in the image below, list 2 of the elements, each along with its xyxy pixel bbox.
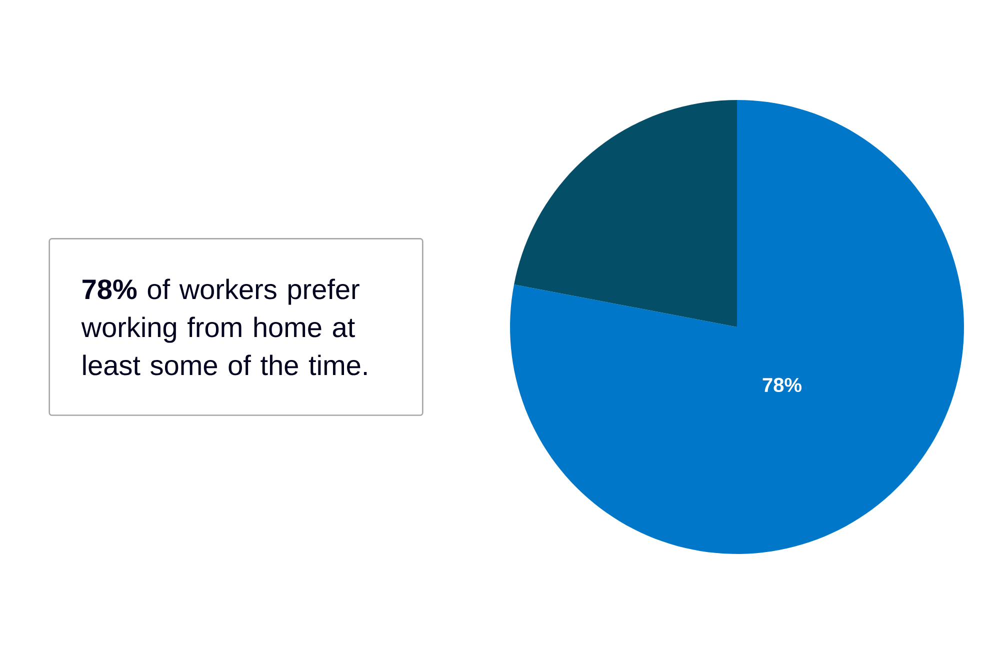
data-label: 78% xyxy=(762,378,802,392)
text: 78% of workers prefer working from home at least some of the time. xyxy=(81,278,367,376)
